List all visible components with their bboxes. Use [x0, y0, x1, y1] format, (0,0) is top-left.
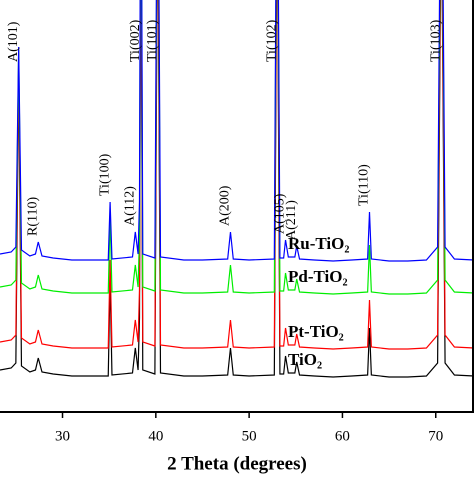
x-tick-label: 60: [335, 428, 350, 444]
series-line: [0, 0, 474, 295]
legend-label: TiO₂: [288, 350, 322, 369]
x-tick-label: 70: [428, 428, 443, 444]
peak-label: Ti(101): [145, 19, 160, 62]
legend-label: Pd-TiO₂: [288, 267, 348, 286]
x-tick-label: 30: [55, 428, 70, 444]
plot-area: [0, 0, 474, 378]
series-line: [0, 0, 474, 262]
peak-label: Ti(100): [97, 153, 112, 196]
series-line: [0, 0, 474, 350]
peak-label: A(105): [273, 193, 288, 234]
legend-label: Ru-TiO₂: [288, 234, 349, 253]
peak-label: Ti(102): [264, 19, 279, 62]
x-tick-label: 50: [242, 428, 257, 444]
x-tick-label: 40: [148, 428, 163, 444]
peak-label: R(110): [25, 197, 40, 236]
series-line: [0, 0, 474, 378]
peak-label: A(211): [284, 200, 299, 240]
peak-label: Ti(110): [357, 164, 372, 206]
x-axis-label: 2 Theta (degrees): [167, 453, 307, 474]
peak-label: A(112): [123, 186, 138, 226]
peak-label: A(101): [6, 21, 21, 62]
peak-label: Ti(002): [128, 19, 143, 62]
peak-label: Ti(103): [429, 19, 444, 62]
peak-label: A(200): [218, 185, 233, 226]
legend-label: Pt-TiO₂: [288, 322, 344, 341]
